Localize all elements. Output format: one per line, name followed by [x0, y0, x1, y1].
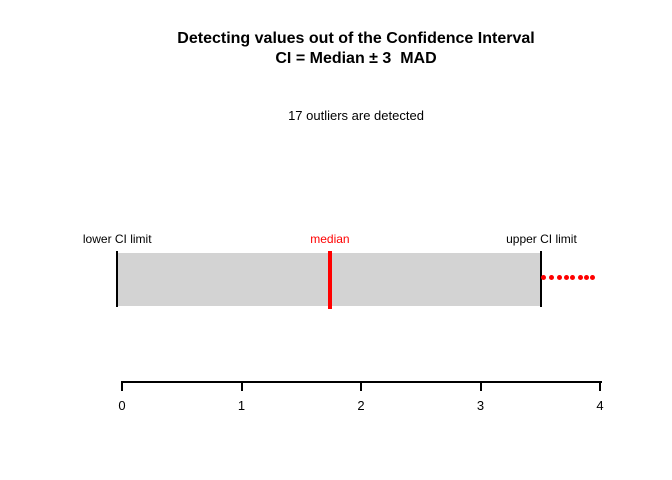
x-axis-line	[122, 381, 602, 383]
x-axis-tick-label: 4	[596, 398, 604, 413]
outlier-point	[541, 275, 547, 280]
x-axis-tick-label: 1	[237, 398, 246, 413]
outlier-count-text: 17 outliers are detected	[288, 108, 424, 123]
chart-title: Detecting values out of the Confidence I…	[177, 30, 535, 47]
x-axis-tick	[479, 381, 482, 391]
outlier-point	[548, 275, 554, 280]
lower-ci-limit-line	[116, 251, 119, 307]
outlier-point	[556, 275, 562, 280]
x-axis-tick-label: 0	[118, 398, 126, 413]
lower-ci-label: lower CI limit	[82, 232, 152, 246]
outlier-point	[578, 275, 584, 280]
x-axis-tick	[599, 381, 601, 391]
median-label: median	[310, 232, 350, 246]
x-axis-tick	[121, 381, 123, 391]
x-axis-tick-label: 2	[357, 398, 365, 413]
outlier-point	[564, 275, 570, 280]
x-axis-tick	[240, 381, 243, 391]
chart-subtitle: CI = Median ± 3 MAD	[275, 50, 437, 67]
x-axis-tick-label: 3	[476, 398, 485, 413]
median-line	[327, 251, 332, 309]
outlier-point	[584, 275, 590, 280]
chart-title-block: Detecting values out of the Confidence I…	[117, 29, 595, 69]
x-axis-tick	[360, 381, 362, 391]
outlier-point	[590, 275, 596, 280]
upper-ci-label: upper CI limit	[506, 232, 577, 246]
outlier-point	[570, 275, 575, 280]
